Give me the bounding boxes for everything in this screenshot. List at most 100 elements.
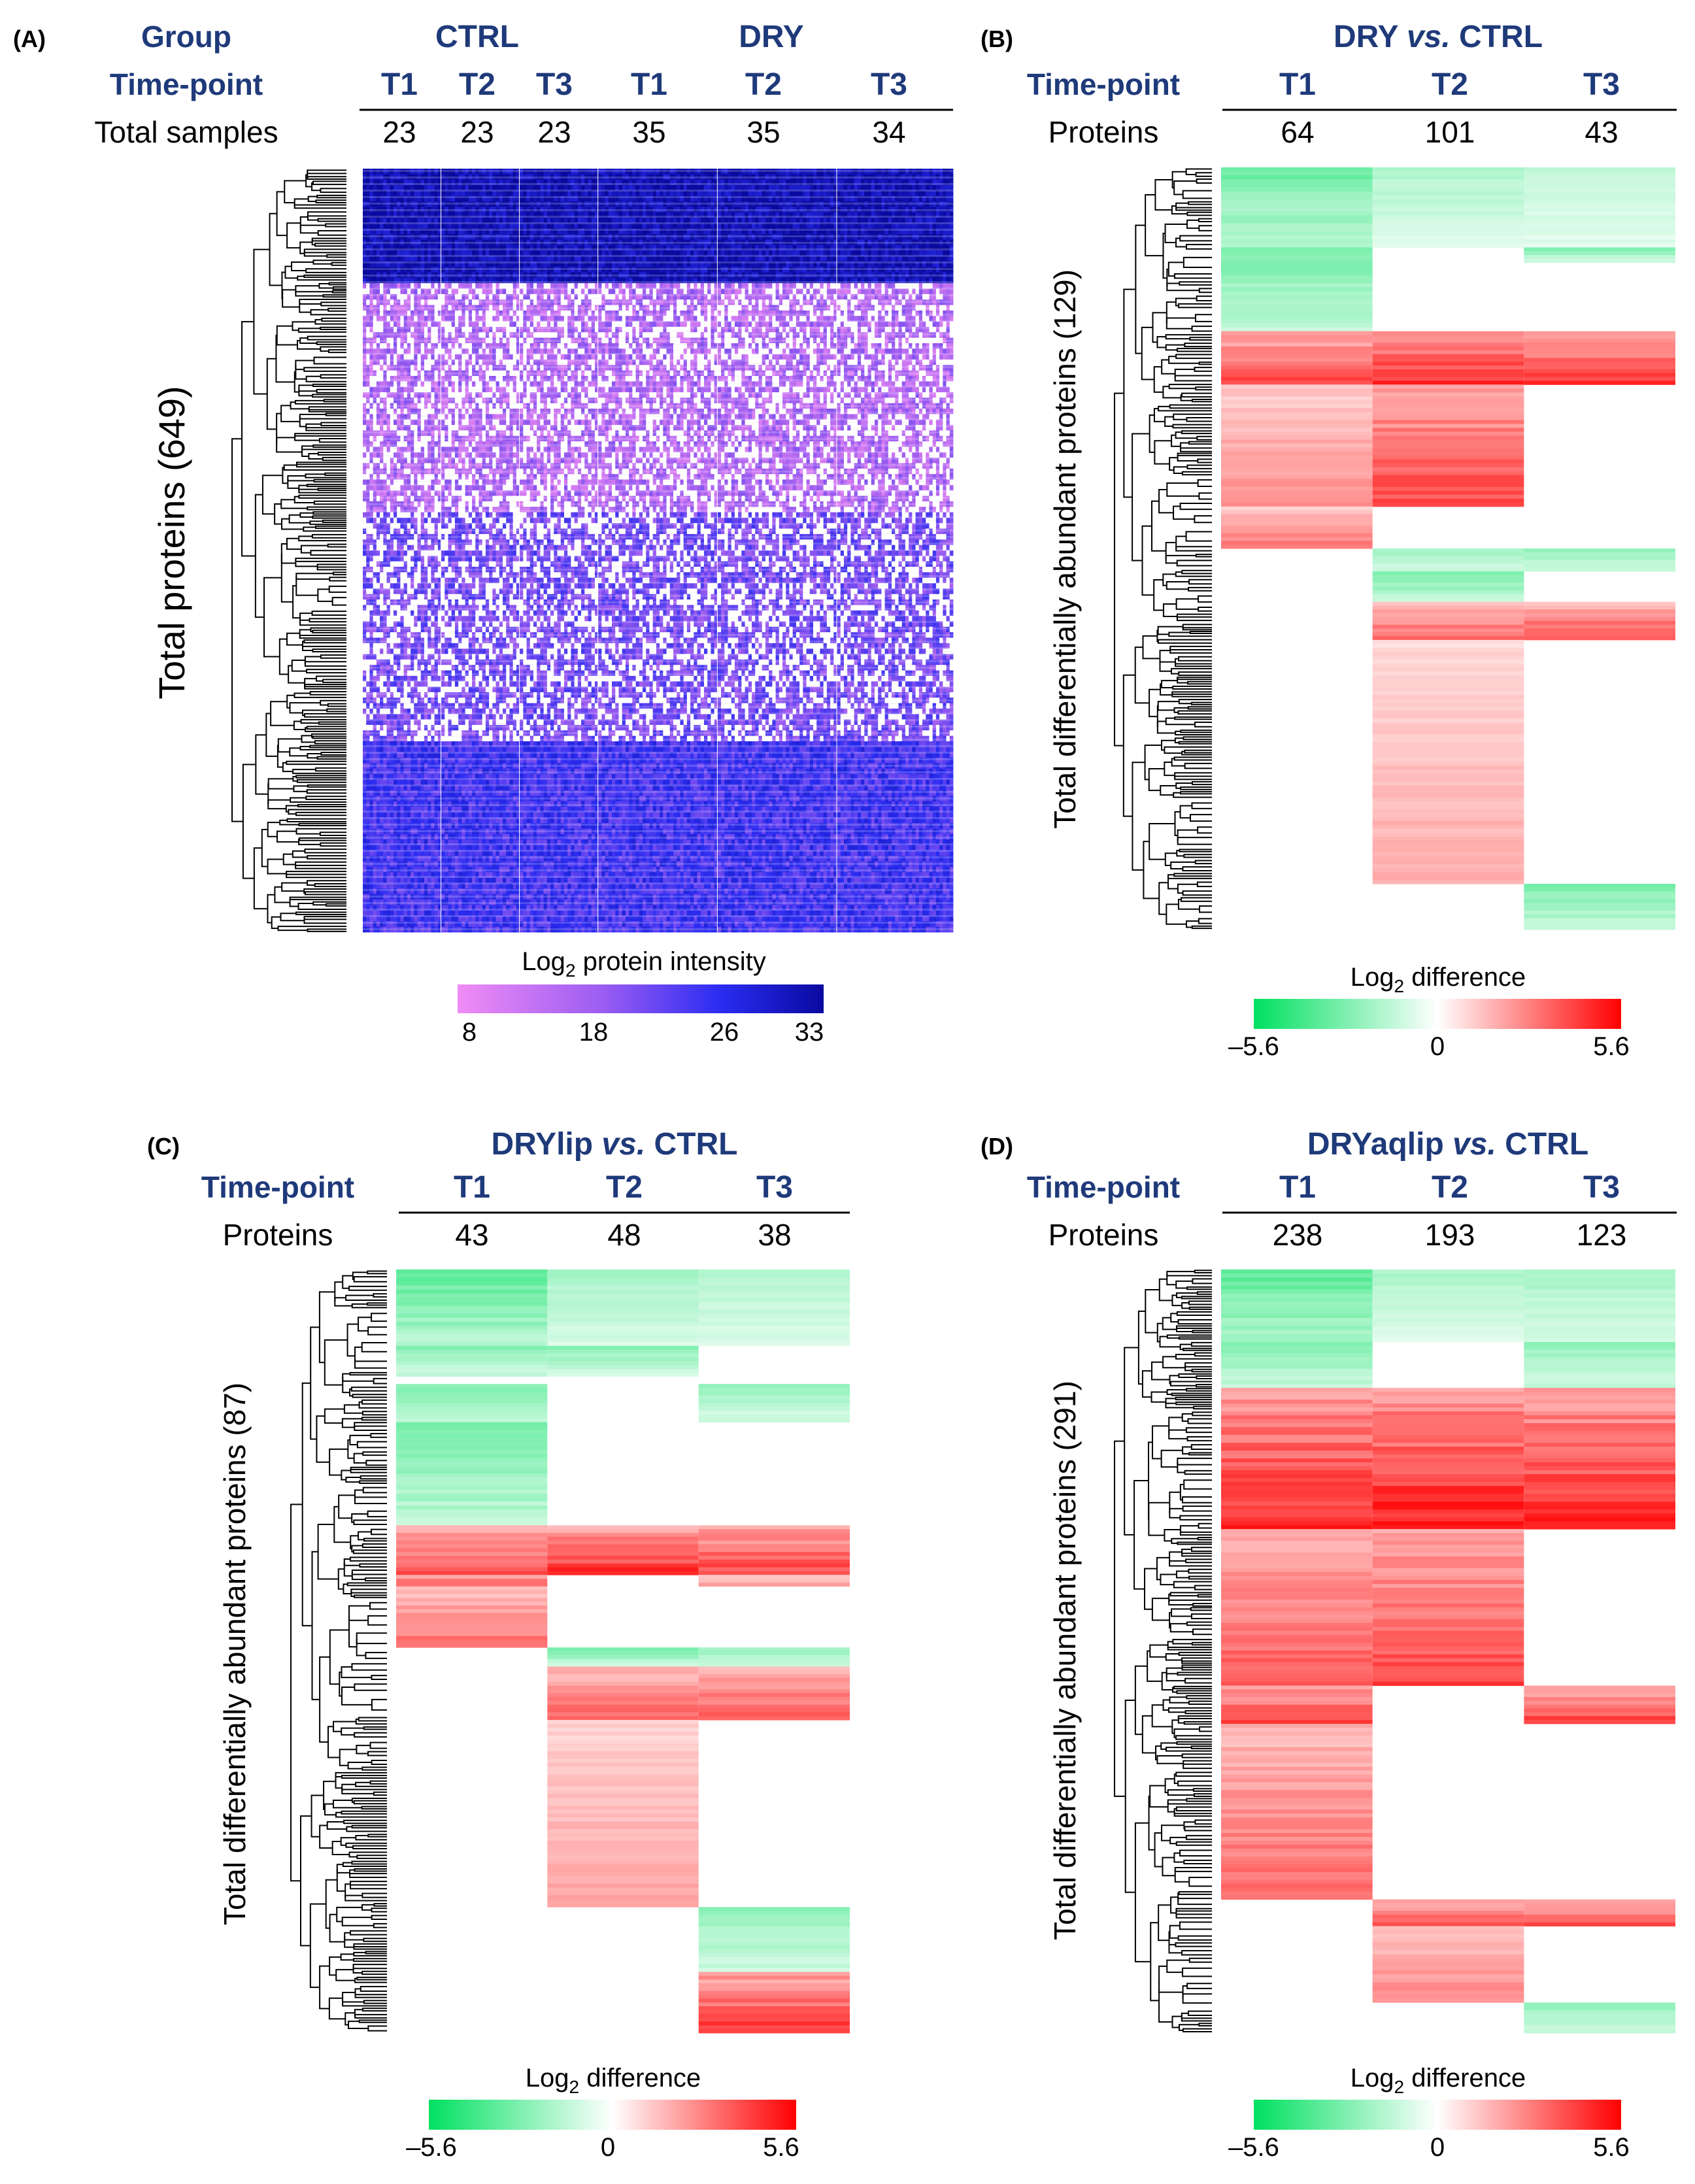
panel-a-dendrogram-branch [322, 294, 346, 298]
panel-a-dendrogram-branch [316, 194, 346, 199]
panel-a-dendrogram-branch [331, 597, 346, 606]
panel-a-dendrogram-branch [231, 438, 243, 822]
panel-a-dendrogram-branch [298, 535, 346, 542]
panel-a-dendrogram-branch [320, 752, 346, 756]
panel-a-dendrogram-branch [295, 911, 346, 915]
panel-a-dendrogram-branch [298, 484, 307, 492]
panel-a-dendrogram-branch [308, 406, 346, 411]
panel-a-dendrogram-branch [322, 456, 346, 462]
panel-a-dendrogram-branch [301, 641, 305, 648]
panel-a-dendrogram-branch [314, 740, 346, 745]
panel-a-dendrogram-branch [293, 785, 308, 792]
panel-a-dendrogram-branch [299, 512, 314, 518]
panel-a-dendrogram-branch [267, 894, 275, 924]
panel-a-dendrogram-branch [297, 803, 346, 808]
panel-a-group-dry: DRY [739, 20, 804, 54]
panel-a-dendrogram-branch [286, 632, 303, 646]
panel-a-dendrogram-branch [307, 169, 346, 175]
panel-a-dendrogram-branch [312, 735, 346, 739]
panel-a-dendrogram-branch [302, 709, 327, 716]
panel-a-dendrogram-branch [312, 630, 346, 633]
panel-a-dendrogram-branch [328, 282, 346, 286]
panel-a-dendrogram-branch [295, 576, 318, 596]
panel-a-dendrogram-branch [307, 784, 346, 788]
panel-a-dendrogram-branch [321, 317, 346, 322]
panel-a-dendrogram-branch [312, 180, 346, 186]
panel-a-dendrogram-branch [287, 475, 314, 482]
panel-a-sample-count: 35 [747, 115, 780, 149]
panel-a-dendrogram-branch [304, 656, 321, 664]
panel-a-dendrogram-branch [295, 285, 320, 294]
panel-a-dendrogram-branch [311, 533, 346, 539]
panel-a-dendrogram-branch [316, 756, 346, 760]
panel-a-group-header: Group [141, 20, 231, 54]
panel-a-dendrogram-branch [281, 882, 307, 892]
panel-a-dendrogram-branch [323, 399, 346, 403]
panel-a-dendrogram-branch [286, 222, 301, 249]
panel-a-dendrogram-branch [318, 438, 346, 443]
panel-a-dendrogram-branch [305, 427, 346, 431]
panel-a-dendrogram-branch [304, 683, 346, 688]
panel-a-dendrogram-branch [295, 861, 346, 867]
panel-a-dendrogram-branch [315, 767, 346, 772]
panel-a-dendrogram-branch [307, 855, 346, 860]
panel-a-dendrogram-branch [303, 639, 346, 644]
panel-a-dendrogram-branch [304, 661, 346, 667]
panel-a-dendrogram-branch [304, 713, 346, 718]
panel-a-dendrogram-branch [306, 484, 346, 488]
panel-a-sample-count: 23 [382, 115, 416, 149]
panel-a-dendrogram-branch [295, 560, 318, 567]
panel-a-dendrogram-branch [325, 412, 346, 416]
panel-a-dendrogram-branch [316, 388, 346, 394]
panel-a-dendrogram-branch [276, 412, 282, 445]
panel-a-dendrogram-branch [320, 654, 346, 659]
panel-a-dendrogram-branch [312, 444, 346, 448]
panel-a-dendrogram-branch [307, 928, 346, 932]
panel-a-dendrogram-branch [261, 475, 283, 515]
panel-a-dendrogram-branch [304, 678, 316, 688]
panel-a-sample-count: 23 [460, 115, 494, 149]
panel-a-timepoint: T2 [459, 67, 495, 102]
panel-a-dendrogram-branch [311, 611, 346, 616]
panel-a-dendrogram-branch [279, 819, 299, 826]
panel-a: (A) Group Time-point Total samples CTRL … [13, 20, 954, 1047]
panel-a-dendrogram-branch [254, 494, 265, 618]
panel-a-dendrogram-branch [331, 290, 346, 294]
panel-a-dendrogram-branch [311, 394, 346, 398]
panel-a-dendrogram-branch [294, 204, 346, 209]
panel-a-dendrogram-branch [265, 713, 278, 757]
panel-a-dendrogram-branch [274, 503, 282, 525]
panel-a-sample-count: 35 [632, 115, 665, 149]
panel-a-dendrogram-branch [297, 902, 346, 910]
panel-a-dendrogram-branch [267, 822, 280, 837]
panel-a-dendrogram-branch [305, 268, 346, 273]
panel-a-dendrogram-branch [332, 571, 346, 576]
panel-a-dendrogram-branch [317, 488, 346, 492]
panel-a-dendrogram-branch [307, 506, 346, 511]
panel-a-dendrogram-branch [298, 822, 346, 826]
panel-a-dendrogram-branch [312, 901, 346, 906]
panel-a-dendrogram-branch [284, 265, 298, 279]
panel-a-dendrogram-branch [289, 896, 346, 901]
panel-a-dendrogram-branch [242, 764, 256, 879]
panel-a-dendrogram-branch [306, 726, 346, 730]
panel-a-dendrogram-branch [306, 789, 346, 794]
panel-a-dendrogram-branch [276, 437, 303, 453]
panel-a-dendrogram-branch [305, 375, 346, 382]
panel-a-dendrogram-branch [307, 335, 346, 341]
panel-a-dendrogram-branch [320, 326, 346, 331]
panel-a-dendrogram-branch [269, 212, 282, 286]
panel-a-dendrogram-branch [303, 367, 346, 372]
panel-a-dendrogram-branch [298, 388, 312, 397]
panel-a-dendrogram-branch [317, 452, 346, 456]
panel-a-dendrogram-branch [296, 779, 346, 783]
panel-a-dendrogram [231, 169, 346, 932]
panel-a-dendrogram-branch [299, 224, 326, 234]
panel-a-dendrogram-branch [327, 543, 346, 548]
panel-a-dendrogram-branch [295, 558, 346, 562]
panel-a-dendrogram-branch [288, 809, 346, 815]
panel-a-dendrogram-branch [267, 858, 287, 875]
panel-a-dendrogram-branch [329, 577, 346, 582]
panel-a-dendrogram-branch [280, 913, 305, 922]
panel-a-group-ctrl: CTRL [435, 20, 519, 54]
